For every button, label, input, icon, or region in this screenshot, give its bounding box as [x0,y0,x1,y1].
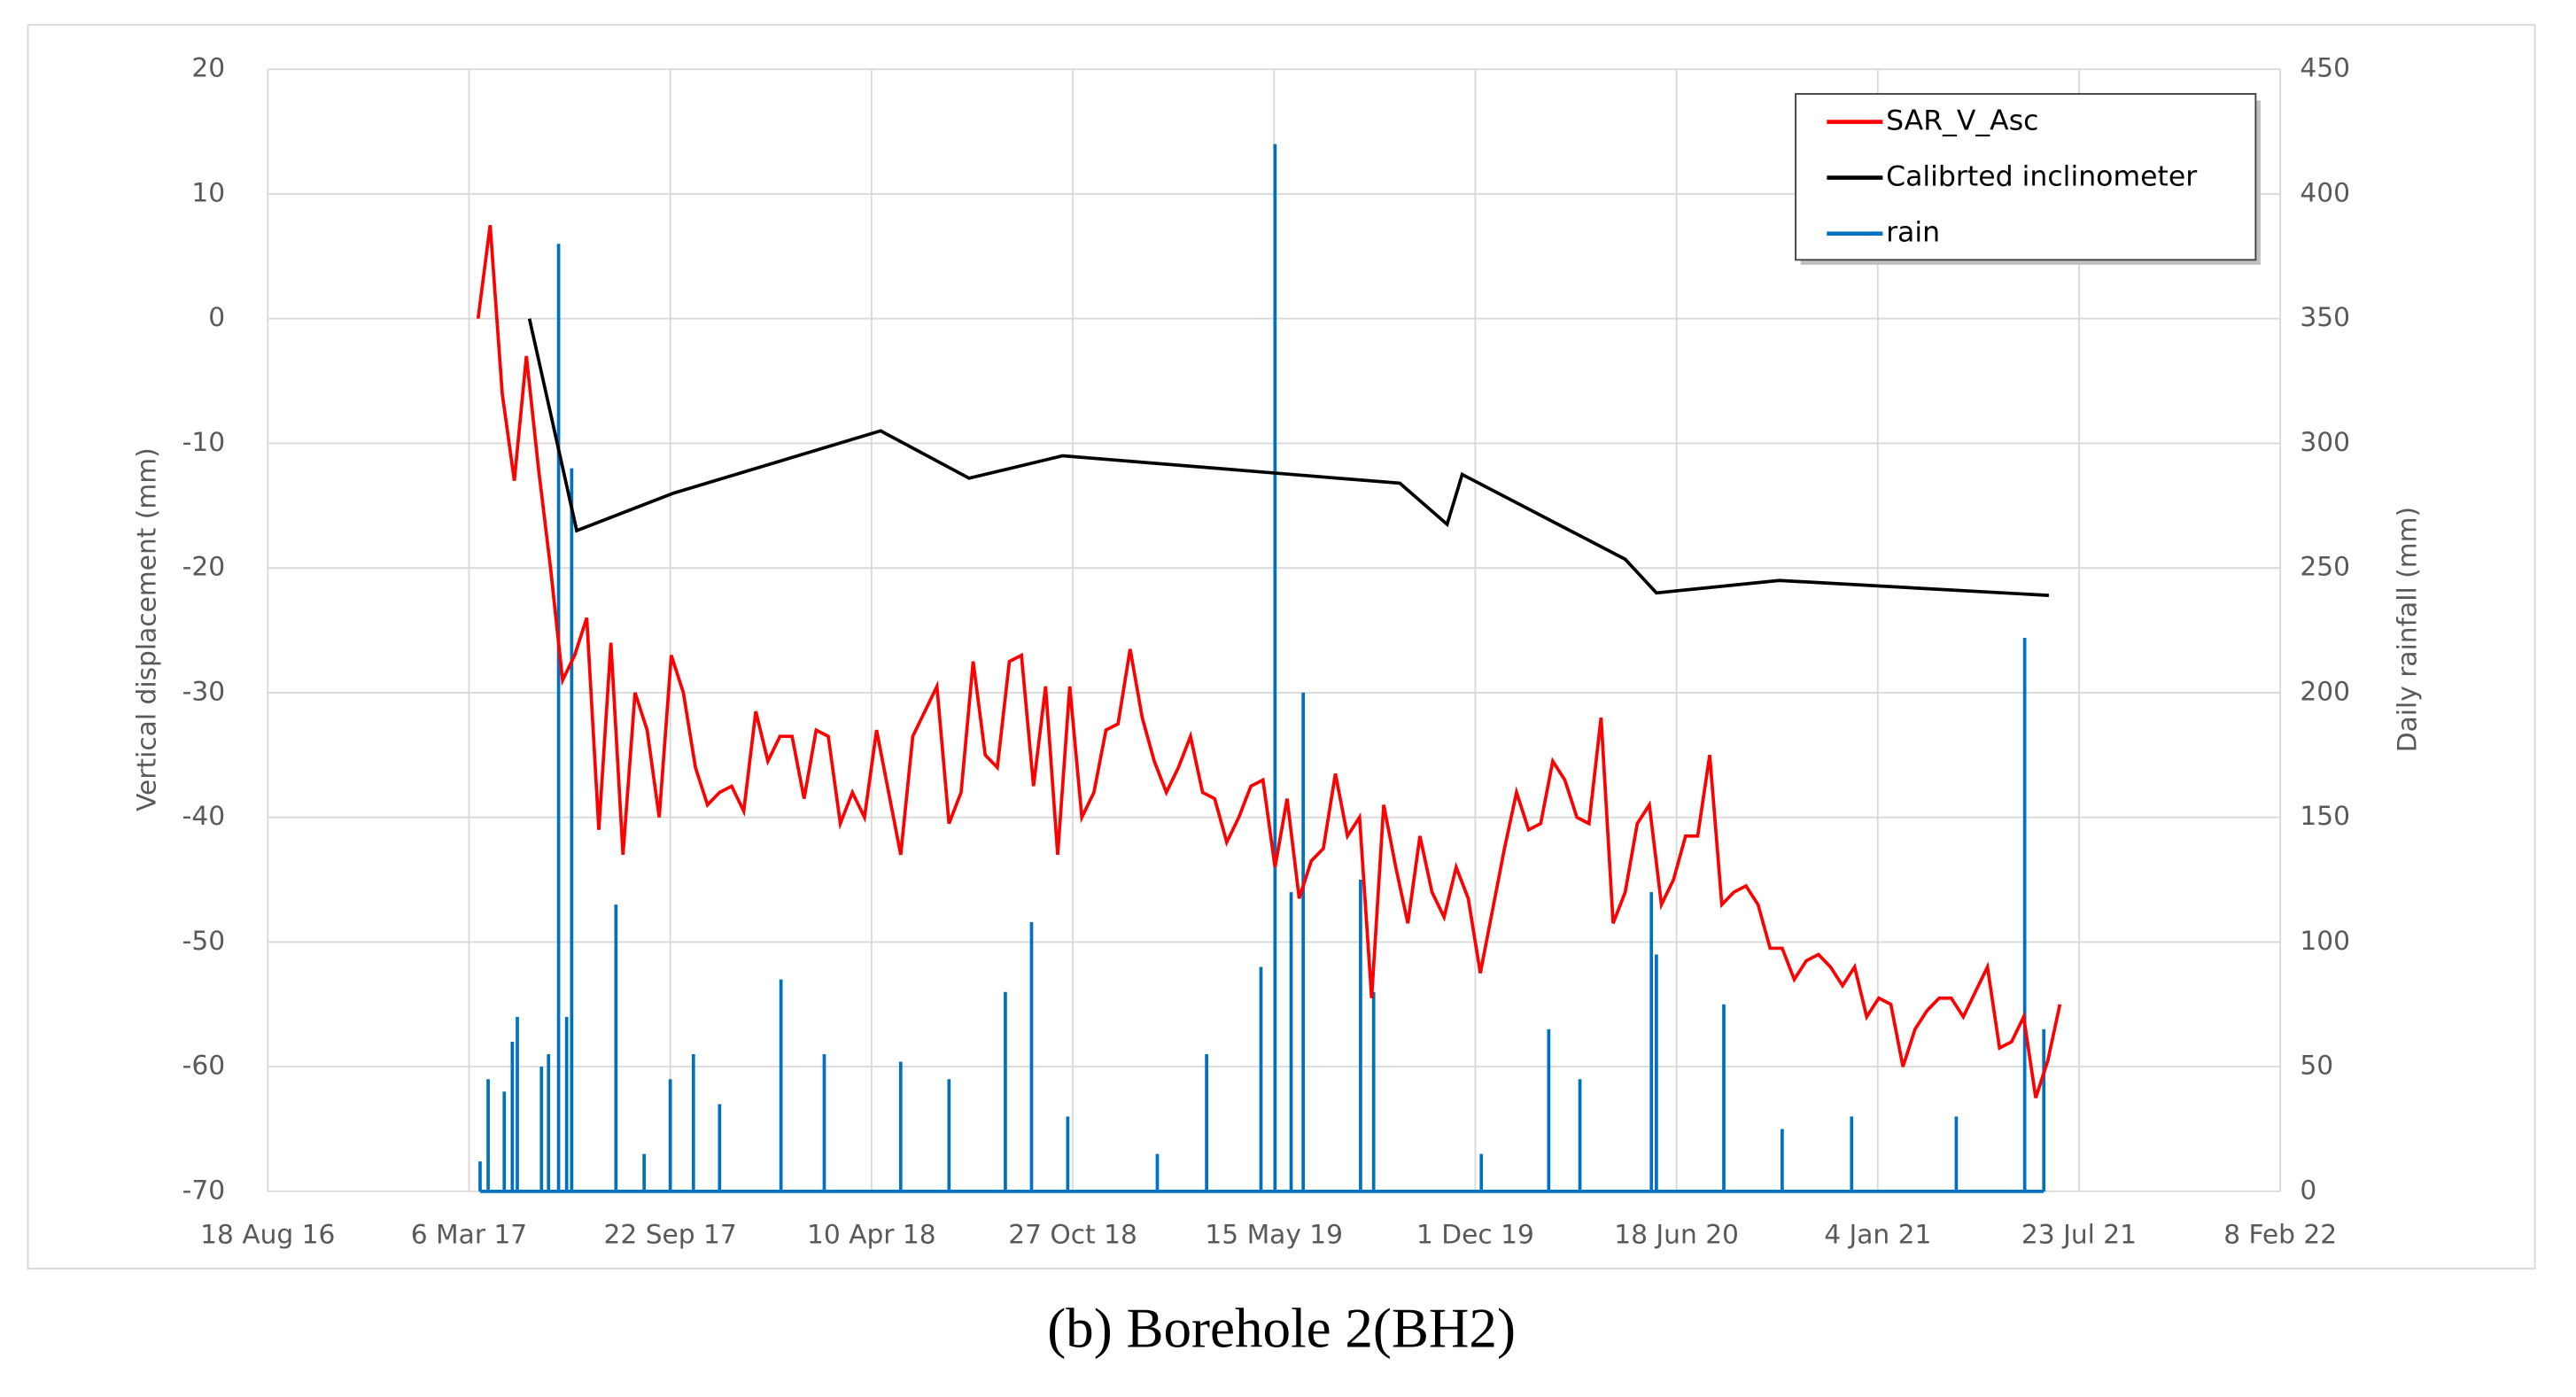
y-tick-label: -10 [182,426,225,457]
series-line [476,224,2062,1098]
caption: (b) Borehole 2(BH2) [1047,1298,1516,1360]
y-tick-label: -50 [182,925,225,956]
legend-label: rain [1886,217,1940,249]
y2-tick-label: 450 [2300,52,2350,83]
x-tick-label: 23 Jul 21 [2021,1218,2137,1249]
x-tick-label: 22 Sep 17 [604,1218,737,1249]
y2-tick-label: 250 [2300,551,2350,582]
y2-tick-label: 100 [2300,925,2350,956]
y2-tick-label: 50 [2300,1050,2333,1081]
y2-tick-label: 200 [2300,675,2350,706]
x-tick-label: 27 Oct 18 [1008,1218,1137,1249]
y2-axis-label: Daily rainfall (mm) [2391,507,2422,752]
y-tick-label: -70 [182,1174,225,1205]
y-tick-label: -20 [182,551,225,582]
y-tick-label: -40 [182,800,225,831]
x-tick-label: 1 Dec 19 [1416,1218,1534,1249]
y-tick-label: 0 [208,301,225,332]
x-tick-label: 10 Apr 18 [807,1218,936,1249]
x-tick-label: 4 Jan 21 [1824,1218,1931,1249]
x-tick-label: 6 Mar 17 [411,1218,527,1249]
legend-label: Calibrted inclinometer [1886,161,2197,193]
y2-tick-label: 400 [2300,176,2350,207]
y-tick-label: 10 [191,176,225,207]
y2-tick-label: 350 [2300,301,2350,332]
x-tick-label: 18 Aug 16 [200,1218,335,1249]
x-tick-label: 15 May 19 [1205,1218,1343,1249]
legend-label: SAR_V_Asc [1886,105,2038,137]
y-tick-label: -30 [182,675,225,706]
y2-tick-label: 0 [2300,1174,2316,1205]
y-tick-label: 20 [191,52,225,83]
y-tick-label: -60 [182,1050,225,1081]
x-tick-label: 18 Jun 20 [1614,1218,1739,1249]
y-axis-label: Vertical displacement (mm) [130,447,161,811]
x-tick-label: 8 Feb 22 [2223,1218,2337,1249]
y2-tick-label: 300 [2300,426,2350,457]
y2-tick-label: 150 [2300,800,2350,831]
series-line [527,318,2050,597]
